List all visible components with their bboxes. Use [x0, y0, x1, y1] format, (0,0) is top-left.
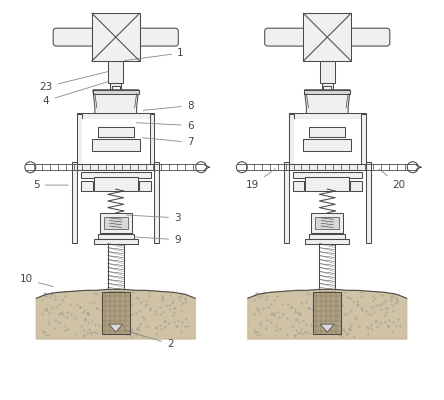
Bar [293, 118, 361, 165]
Circle shape [196, 162, 206, 173]
Bar [350, 181, 362, 191]
Bar [104, 217, 128, 229]
Bar [309, 126, 345, 138]
Text: 5: 5 [33, 180, 68, 190]
Bar [98, 126, 134, 138]
Bar [319, 244, 335, 291]
Text: 6: 6 [136, 120, 194, 130]
Bar [305, 239, 349, 244]
Polygon shape [248, 289, 407, 339]
Circle shape [25, 162, 36, 173]
Text: 3: 3 [127, 213, 181, 223]
Bar [320, 61, 335, 83]
Bar [81, 181, 93, 191]
Bar [92, 140, 139, 151]
FancyBboxPatch shape [265, 28, 306, 46]
Bar [289, 164, 366, 170]
Polygon shape [36, 289, 195, 339]
Polygon shape [320, 324, 334, 332]
Bar [305, 177, 349, 191]
Bar [94, 239, 138, 244]
Bar [139, 181, 151, 191]
Bar [309, 234, 345, 239]
Circle shape [407, 162, 418, 173]
Bar [315, 217, 339, 229]
Bar [100, 213, 131, 233]
Text: 1: 1 [124, 48, 184, 60]
Polygon shape [109, 324, 123, 332]
FancyBboxPatch shape [137, 28, 178, 46]
Text: 4: 4 [43, 82, 108, 106]
Text: 23: 23 [40, 72, 108, 92]
Circle shape [236, 162, 247, 173]
Bar [81, 172, 151, 178]
Bar [303, 13, 351, 61]
Bar [98, 234, 134, 239]
FancyBboxPatch shape [348, 28, 390, 46]
Polygon shape [305, 90, 350, 114]
Text: 20: 20 [379, 169, 405, 190]
Bar [108, 244, 124, 291]
Bar [311, 213, 343, 233]
Bar [284, 162, 289, 243]
Bar [322, 83, 333, 90]
Bar [102, 292, 130, 334]
Bar [77, 164, 155, 170]
Text: 2: 2 [123, 330, 174, 349]
Text: 10: 10 [20, 274, 53, 287]
Bar [72, 162, 77, 243]
Bar [293, 181, 305, 191]
Bar [366, 162, 371, 243]
Bar [303, 140, 351, 151]
Bar [112, 86, 120, 90]
Polygon shape [93, 90, 139, 114]
Bar [94, 177, 138, 191]
Bar [77, 113, 155, 118]
Bar [77, 114, 82, 165]
Bar [108, 61, 123, 83]
Bar [361, 114, 366, 165]
Bar [293, 172, 362, 178]
Bar [155, 162, 159, 243]
Bar [150, 114, 155, 165]
Bar [82, 118, 150, 165]
Bar [289, 114, 293, 165]
Bar [323, 86, 331, 90]
Text: 19: 19 [246, 169, 275, 190]
Bar [93, 90, 139, 94]
FancyBboxPatch shape [53, 28, 95, 46]
Bar [313, 292, 341, 334]
Text: 9: 9 [135, 235, 181, 245]
Bar [92, 13, 139, 61]
Bar [110, 83, 121, 90]
Text: 8: 8 [143, 101, 194, 111]
Bar [305, 90, 350, 94]
Bar [289, 113, 366, 118]
Text: 7: 7 [143, 138, 194, 148]
